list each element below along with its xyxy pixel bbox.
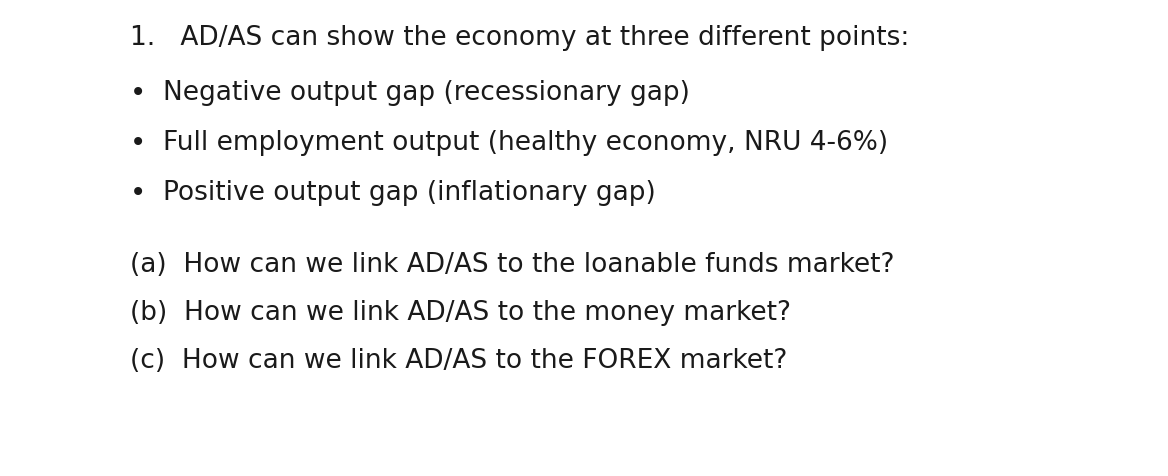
Text: (b)  How can we link AD/AS to the money market?: (b) How can we link AD/AS to the money m…	[130, 299, 791, 325]
Text: 1.   AD/AS can show the economy at three different points:: 1. AD/AS can show the economy at three d…	[130, 25, 910, 51]
Text: (c)  How can we link AD/AS to the FOREX market?: (c) How can we link AD/AS to the FOREX m…	[130, 347, 787, 373]
Text: •: •	[130, 79, 146, 107]
Text: Positive output gap (inflationary gap): Positive output gap (inflationary gap)	[164, 179, 655, 206]
Text: •: •	[130, 178, 146, 207]
Text: Negative output gap (recessionary gap): Negative output gap (recessionary gap)	[164, 80, 690, 106]
Text: (a)  How can we link AD/AS to the loanable funds market?: (a) How can we link AD/AS to the loanabl…	[130, 251, 895, 278]
Text: Full employment output (healthy economy, NRU 4-6%): Full employment output (healthy economy,…	[164, 130, 888, 156]
Text: •: •	[130, 129, 146, 157]
